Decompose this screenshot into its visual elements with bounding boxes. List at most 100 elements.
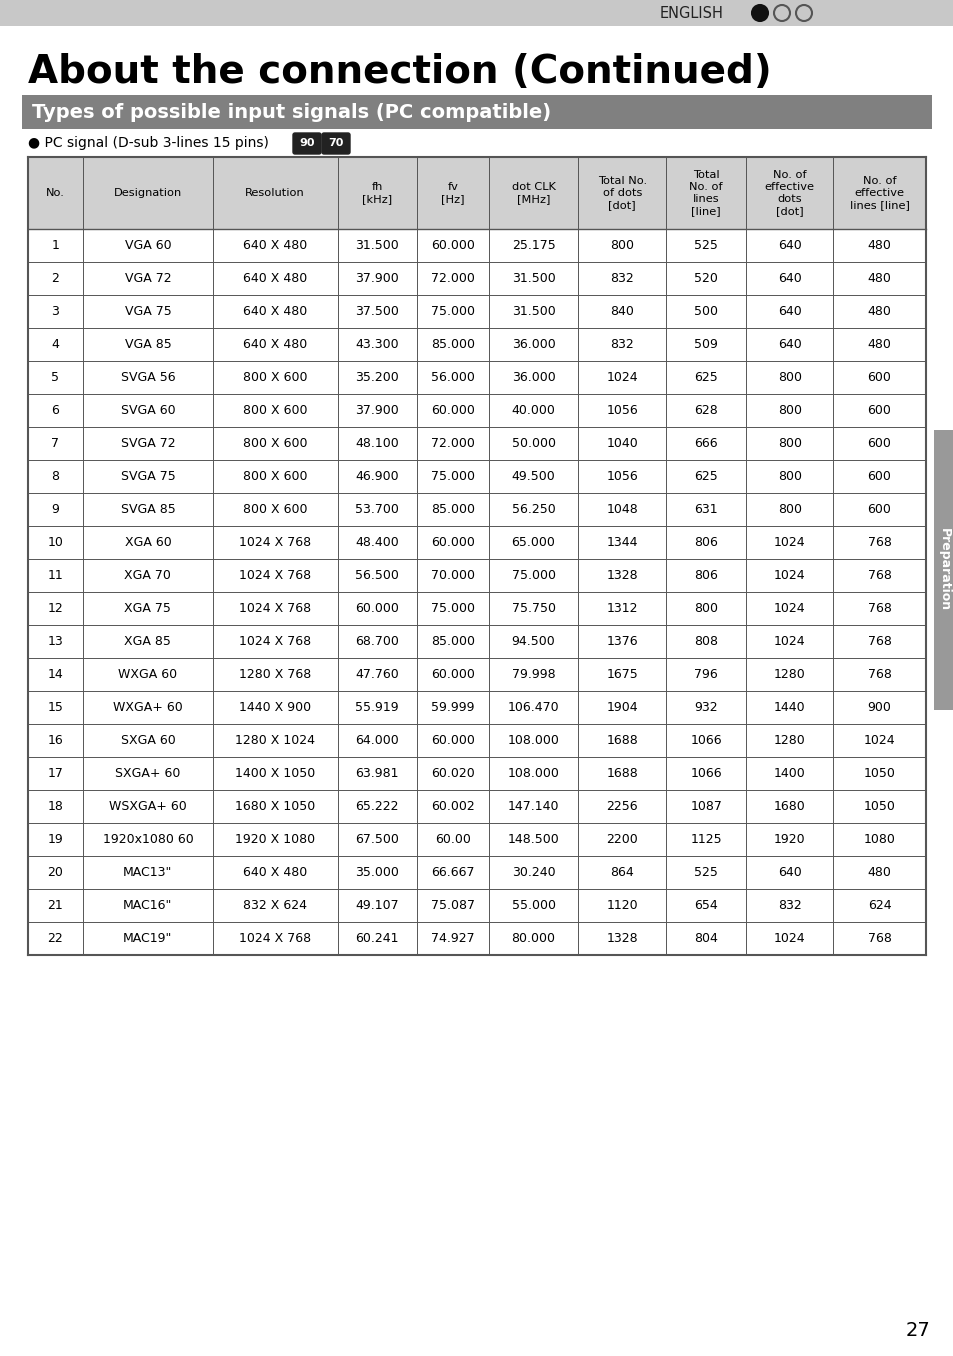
Text: 1080: 1080 <box>862 833 895 846</box>
Text: SVGA 75: SVGA 75 <box>120 471 175 483</box>
Text: 628: 628 <box>694 404 718 418</box>
Text: 21: 21 <box>48 899 63 913</box>
Text: 808: 808 <box>694 635 718 648</box>
Text: 768: 768 <box>866 570 890 582</box>
Text: Total No.
of dots
[dot]: Total No. of dots [dot] <box>598 176 646 210</box>
Text: 1024 X 768: 1024 X 768 <box>239 536 311 549</box>
Text: 10: 10 <box>48 536 63 549</box>
Text: fh
[kHz]: fh [kHz] <box>362 182 392 203</box>
Text: 8: 8 <box>51 471 59 483</box>
Text: 65.000: 65.000 <box>511 536 555 549</box>
Text: 106.470: 106.470 <box>507 701 558 715</box>
Text: 53.700: 53.700 <box>355 503 398 517</box>
Text: 3: 3 <box>51 305 59 319</box>
Text: 480: 480 <box>866 305 890 319</box>
Text: 74.927: 74.927 <box>431 932 474 945</box>
Text: 36.000: 36.000 <box>511 338 555 351</box>
Text: 40.000: 40.000 <box>511 404 555 418</box>
Text: 624: 624 <box>867 899 890 913</box>
Text: 900: 900 <box>866 701 890 715</box>
Text: 65.222: 65.222 <box>355 800 398 814</box>
Text: 1688: 1688 <box>606 767 638 780</box>
Text: 59.999: 59.999 <box>431 701 474 715</box>
Text: 600: 600 <box>866 372 890 384</box>
Text: 1024 X 768: 1024 X 768 <box>239 932 311 945</box>
Text: 16: 16 <box>48 734 63 747</box>
Text: 60.000: 60.000 <box>431 669 475 681</box>
Text: 56.250: 56.250 <box>511 503 555 517</box>
Text: No. of
effective
lines [line]: No. of effective lines [line] <box>849 176 908 210</box>
Text: 832: 832 <box>610 338 634 351</box>
Text: 796: 796 <box>694 669 718 681</box>
Text: No. of
effective
dots
[dot]: No. of effective dots [dot] <box>764 170 814 216</box>
Text: 625: 625 <box>694 471 718 483</box>
Text: 17: 17 <box>48 767 63 780</box>
Text: WXGA+ 60: WXGA+ 60 <box>112 701 183 715</box>
Circle shape <box>751 5 767 20</box>
Text: 1: 1 <box>51 239 59 252</box>
Text: 804: 804 <box>694 932 718 945</box>
Text: 1920: 1920 <box>773 833 804 846</box>
Text: 108.000: 108.000 <box>507 734 558 747</box>
Text: 520: 520 <box>694 273 718 285</box>
Text: 48.100: 48.100 <box>355 437 398 450</box>
Text: 800: 800 <box>694 602 718 616</box>
Text: 36.000: 36.000 <box>511 372 555 384</box>
Text: 4: 4 <box>51 338 59 351</box>
Text: 60.241: 60.241 <box>355 932 398 945</box>
Text: 640: 640 <box>777 239 801 252</box>
Text: 75.087: 75.087 <box>430 899 475 913</box>
Text: 63.981: 63.981 <box>355 767 398 780</box>
Text: 37.900: 37.900 <box>355 404 398 418</box>
Text: 600: 600 <box>866 437 890 450</box>
Text: 800: 800 <box>777 437 801 450</box>
Text: 1328: 1328 <box>606 570 638 582</box>
Text: 15: 15 <box>48 701 63 715</box>
Text: 55.000: 55.000 <box>511 899 555 913</box>
Text: 1040: 1040 <box>606 437 638 450</box>
Text: 525: 525 <box>694 866 718 879</box>
Text: 1050: 1050 <box>862 767 895 780</box>
Text: 1680: 1680 <box>773 800 804 814</box>
Text: 75.000: 75.000 <box>430 305 475 319</box>
Text: 768: 768 <box>866 602 890 616</box>
Text: 1920x1080 60: 1920x1080 60 <box>102 833 193 846</box>
Text: 800 X 600: 800 X 600 <box>243 471 307 483</box>
Text: 7: 7 <box>51 437 59 450</box>
Text: 70.000: 70.000 <box>430 570 475 582</box>
Text: 37.500: 37.500 <box>355 305 398 319</box>
Text: 1920 X 1080: 1920 X 1080 <box>234 833 314 846</box>
Text: 1056: 1056 <box>606 471 638 483</box>
Text: 147.140: 147.140 <box>507 800 558 814</box>
Text: 1066: 1066 <box>690 767 721 780</box>
Text: XGA 75: XGA 75 <box>124 602 172 616</box>
Text: 9: 9 <box>51 503 59 517</box>
Text: 1024: 1024 <box>862 734 894 747</box>
Text: 1024 X 768: 1024 X 768 <box>239 602 311 616</box>
Text: 14: 14 <box>48 669 63 681</box>
Text: 35.000: 35.000 <box>355 866 398 879</box>
Text: 800 X 600: 800 X 600 <box>243 404 307 418</box>
Text: No.: No. <box>46 188 65 198</box>
Text: SVGA 72: SVGA 72 <box>120 437 175 450</box>
Text: 1024: 1024 <box>773 570 804 582</box>
Text: 49.500: 49.500 <box>511 471 555 483</box>
Text: 654: 654 <box>694 899 718 913</box>
Text: ENGLISH: ENGLISH <box>659 5 723 20</box>
Text: 1688: 1688 <box>606 734 638 747</box>
Text: 2200: 2200 <box>606 833 638 846</box>
Text: SXGA 60: SXGA 60 <box>120 734 175 747</box>
Text: 30.240: 30.240 <box>511 866 555 879</box>
Text: 864: 864 <box>610 866 634 879</box>
Text: 85.000: 85.000 <box>430 338 475 351</box>
Text: 75.000: 75.000 <box>430 602 475 616</box>
Text: 640: 640 <box>777 338 801 351</box>
Text: 72.000: 72.000 <box>431 437 475 450</box>
Text: 800 X 600: 800 X 600 <box>243 503 307 517</box>
Text: 480: 480 <box>866 338 890 351</box>
Text: 800: 800 <box>777 503 801 517</box>
Text: WSXGA+ 60: WSXGA+ 60 <box>109 800 187 814</box>
Text: 800: 800 <box>777 372 801 384</box>
Text: 2: 2 <box>51 273 59 285</box>
Text: 640 X 480: 640 X 480 <box>243 338 307 351</box>
